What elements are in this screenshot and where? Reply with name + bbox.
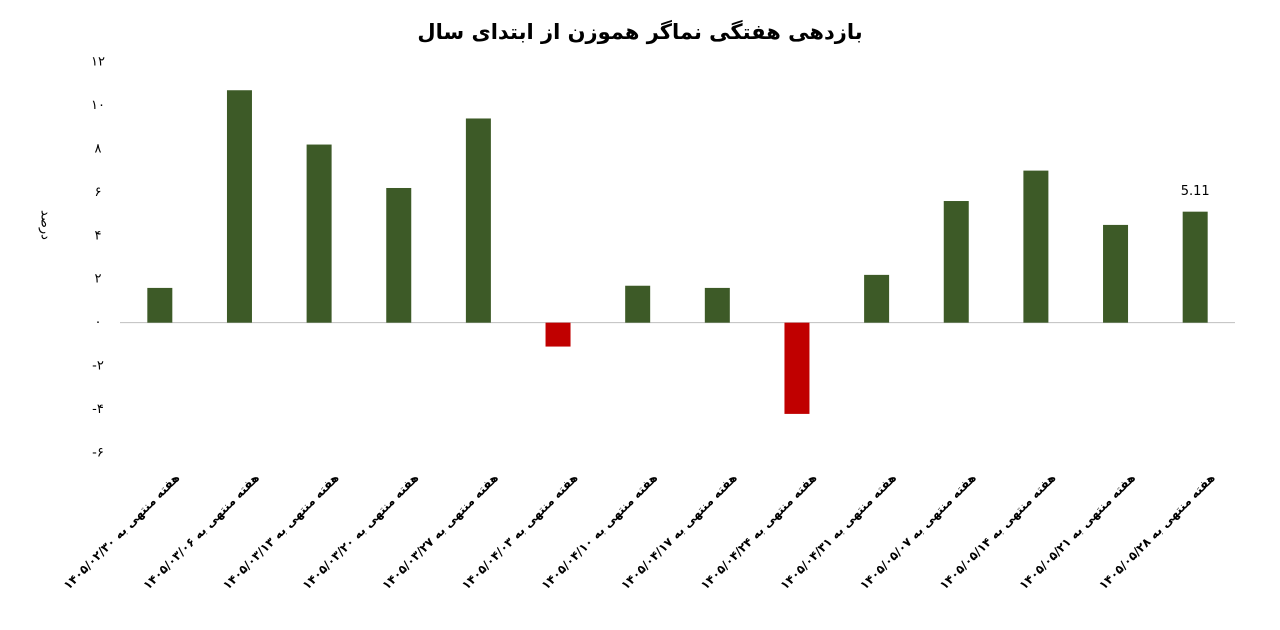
y-tick-label: ۸: [95, 141, 102, 156]
bar: [306, 144, 332, 323]
bar: [226, 90, 252, 323]
y-tick-label: ۶: [95, 185, 102, 200]
y-tick-label: -۶: [92, 446, 104, 461]
bar: [465, 118, 491, 323]
bar: [864, 274, 890, 323]
bar: [1103, 224, 1129, 323]
y-tick-label: ۴: [95, 228, 102, 243]
y-tick-label: ۱۲: [91, 55, 105, 70]
y-tick-label: -۲: [92, 359, 104, 374]
bar: [704, 287, 730, 323]
bar: [943, 201, 969, 323]
y-axis-label: درصد: [38, 210, 53, 240]
y-tick-label: -۴: [92, 402, 104, 417]
y-tick-label: ۰: [95, 315, 102, 330]
bar: [1182, 211, 1208, 323]
bar: [1023, 170, 1049, 323]
bar: [147, 287, 173, 323]
bar: [545, 322, 571, 347]
bar: [784, 322, 810, 414]
chart-title: بازدهی هفتگی نماگر هموزن از ابتدای سال: [417, 19, 862, 44]
bar: [386, 187, 412, 323]
data-label: 5.11: [1181, 184, 1210, 199]
y-tick-label: ۲: [95, 272, 102, 287]
bar: [625, 285, 651, 323]
y-tick-label: ۱۰: [91, 98, 105, 113]
